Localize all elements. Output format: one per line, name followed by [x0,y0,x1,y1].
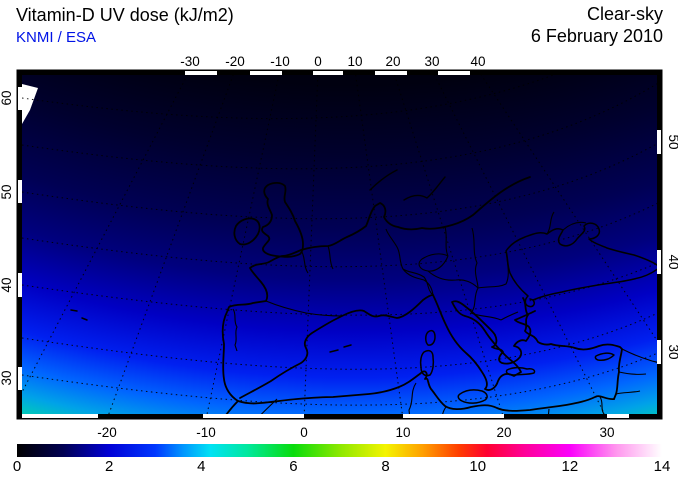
coastline-crete [505,366,536,376]
zebra-top-dash [185,71,217,75]
right-axis-tick-label: 30 [666,344,678,359]
meridian-line [108,75,234,414]
zebra-right-dash [657,340,661,364]
zebra-left-dash [18,273,22,297]
coastline-greece [491,310,536,365]
top-axis-tick-label: 40 [470,54,485,69]
border-austria-hungary-balkans [427,270,479,314]
zebra-left-dash [18,367,22,390]
zebra-bottom-dash [629,414,662,419]
coastline-balearics [329,344,352,353]
top-axis-tick-label: -20 [225,54,245,69]
border-bulgaria-greece-turkey [470,311,519,321]
graticule-gridlines [22,75,657,414]
zebra-top-dash [375,71,407,75]
top-axis-tick-label: 30 [424,54,439,69]
coastline-sicily [457,389,488,404]
border-germany-poland-czech [418,226,449,272]
uv-field-raster [22,75,657,414]
coastline-ireland [233,217,261,246]
left-axis-tick-label: 40 [0,277,14,292]
map-data-void [22,84,38,124]
zebra-map-frame [17,70,662,419]
latitude-arc [22,83,657,170]
colorbar-tick-label: 10 [469,458,487,475]
colorbar-tick-label: 2 [104,458,114,475]
zebra-right-dash [657,130,661,154]
coastline-north-africa [225,370,615,414]
zebra-right-dash [657,250,661,274]
axis-tick-labels: -30 -20 -10 0 10 20 30 40 -20 -10 0 10 20 30 60 50 40 30 5… [0,54,678,440]
bottom-axis-tick-label: 10 [395,425,410,440]
coastlines [70,169,657,414]
source-credit: KNMI / ESA [16,29,97,46]
map-frame-outline [16,69,663,420]
border-pyrenees [265,300,343,317]
bottom-axis-tick-label: 30 [599,425,614,440]
coastline-sardinia [419,349,435,377]
country-borders [232,211,657,414]
left-axis-tick-label: 50 [0,184,14,199]
left-axis-tick-label: 60 [0,90,14,105]
top-axis-tick-label: -30 [180,54,200,69]
right-axis-tick-label: 50 [666,134,678,149]
meridian-line [22,75,188,394]
meridian-line [433,75,606,414]
border-ukraine-russia [546,211,587,235]
river-nile [599,396,605,414]
coastline-spain-france-med [239,294,434,399]
zebra-right-band [657,70,662,419]
top-axis-tick-label: 10 [347,54,362,69]
coastline-turkey-west-south [522,297,623,400]
coastline-black-sea [505,222,657,308]
zebra-left-dash [18,180,22,203]
bottom-axis-tick-label: -10 [196,425,216,440]
condition-label: Clear-sky [586,4,663,24]
border-north-africa [260,382,550,414]
coastline-scandinavia [369,169,446,201]
right-axis-tick-label: 40 [666,254,678,269]
meridian-line [355,75,403,414]
top-axis-tick-label: 0 [314,54,322,69]
colorbar-gradient [17,444,662,457]
coastline-italy-adriatic [432,294,522,391]
left-axis-tick-label: 30 [0,370,14,385]
coastline-atlantic-europe [221,176,531,402]
border-portugal-spain [232,308,238,352]
top-axis-tick-label: -10 [270,54,290,69]
border-poland-ukraine-romania [471,227,509,289]
zebra-top-dash [438,71,470,75]
zebra-top-dash [250,71,282,75]
colorbar-tick-label: 4 [197,458,206,475]
bottom-axis-tick-label: -20 [97,425,117,440]
border-france-benelux [300,245,334,274]
colorbar-tick-label: 12 [561,458,579,475]
coastline-madeira-islands [70,309,88,321]
border-levant-middle-east [615,348,657,395]
date-label: 6 February 2010 [530,26,663,46]
colorbar-tick-label: 0 [12,458,22,475]
colorbar-tick-label: 14 [653,458,671,475]
bottom-axis-tick-label: 20 [496,425,511,440]
zebra-left-band [17,70,22,419]
colorbar-tick-label: 8 [381,458,390,475]
zebra-bottom-dash [304,414,403,419]
border-rhine-alps [385,228,434,296]
zebra-top-dash [313,71,343,75]
bottom-axis-tick-label: 0 [300,425,308,440]
top-axis-tick-label: 20 [385,54,400,69]
zebra-bottom-dash [98,414,203,419]
coastline-cyprus [594,352,615,361]
page-title: Vitamin-D UV dose (kJ/m2) [16,5,234,25]
zebra-left-dash [18,87,22,110]
colorbar-tick-label: 6 [289,458,298,475]
meridian-line [303,75,319,414]
coastline-corsica [425,329,436,346]
coastline-great-britain [261,181,304,258]
zebra-bottom-dash [504,414,607,419]
